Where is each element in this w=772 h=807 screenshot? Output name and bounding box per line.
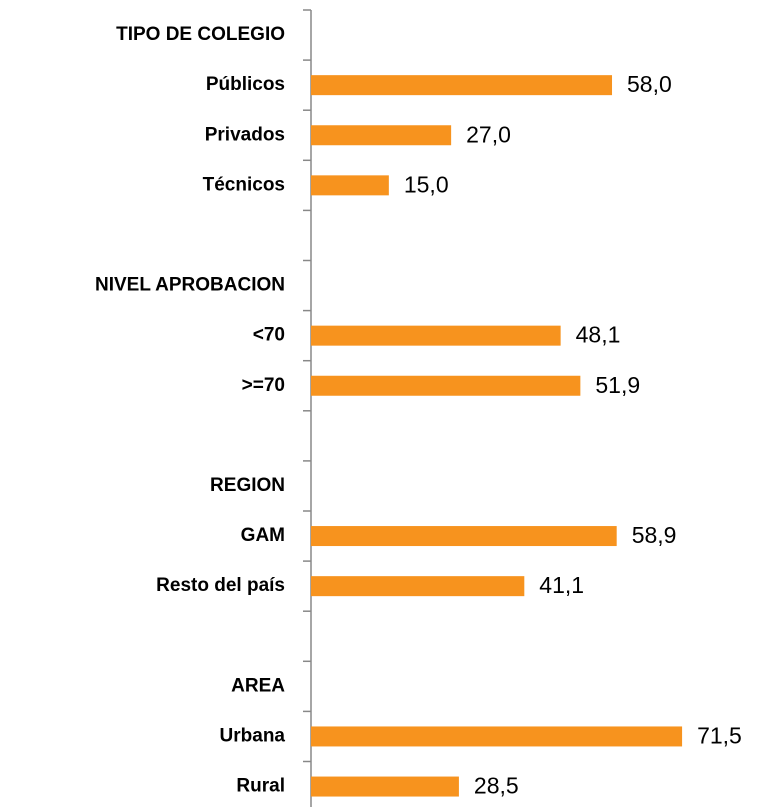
bar [311,776,459,797]
bar [311,726,683,747]
category-label: Públicos [206,74,285,95]
category-label: GAM [241,525,285,546]
category-label: AREA [231,675,285,696]
value-label: 15,0 [404,171,449,197]
bar [311,576,525,597]
bar [311,375,581,396]
category-label: <70 [253,325,285,346]
bar [311,75,613,96]
value-label: 71,5 [697,723,742,749]
category-label: Técnicos [203,174,285,195]
bar [311,526,617,547]
category-label: TIPO DE COLEGIO [116,24,285,45]
bar [311,175,389,196]
value-label: 41,1 [539,572,584,598]
category-label: Privados [205,124,285,145]
value-label: 28,5 [474,773,519,799]
category-label: Urbana [220,725,286,746]
category-label: NIVEL APROBACION [95,275,285,296]
value-label: 48,1 [576,322,621,348]
value-label: 51,9 [595,372,640,398]
bar [311,125,452,146]
category-label: >=70 [242,375,285,396]
value-label: 27,0 [466,121,511,147]
value-label: 58,0 [627,71,672,97]
bar [311,325,561,346]
category-label: Rural [236,776,285,797]
category-label: Resto del país [156,575,285,596]
category-label: REGION [210,475,285,496]
value-label: 58,9 [632,522,677,548]
